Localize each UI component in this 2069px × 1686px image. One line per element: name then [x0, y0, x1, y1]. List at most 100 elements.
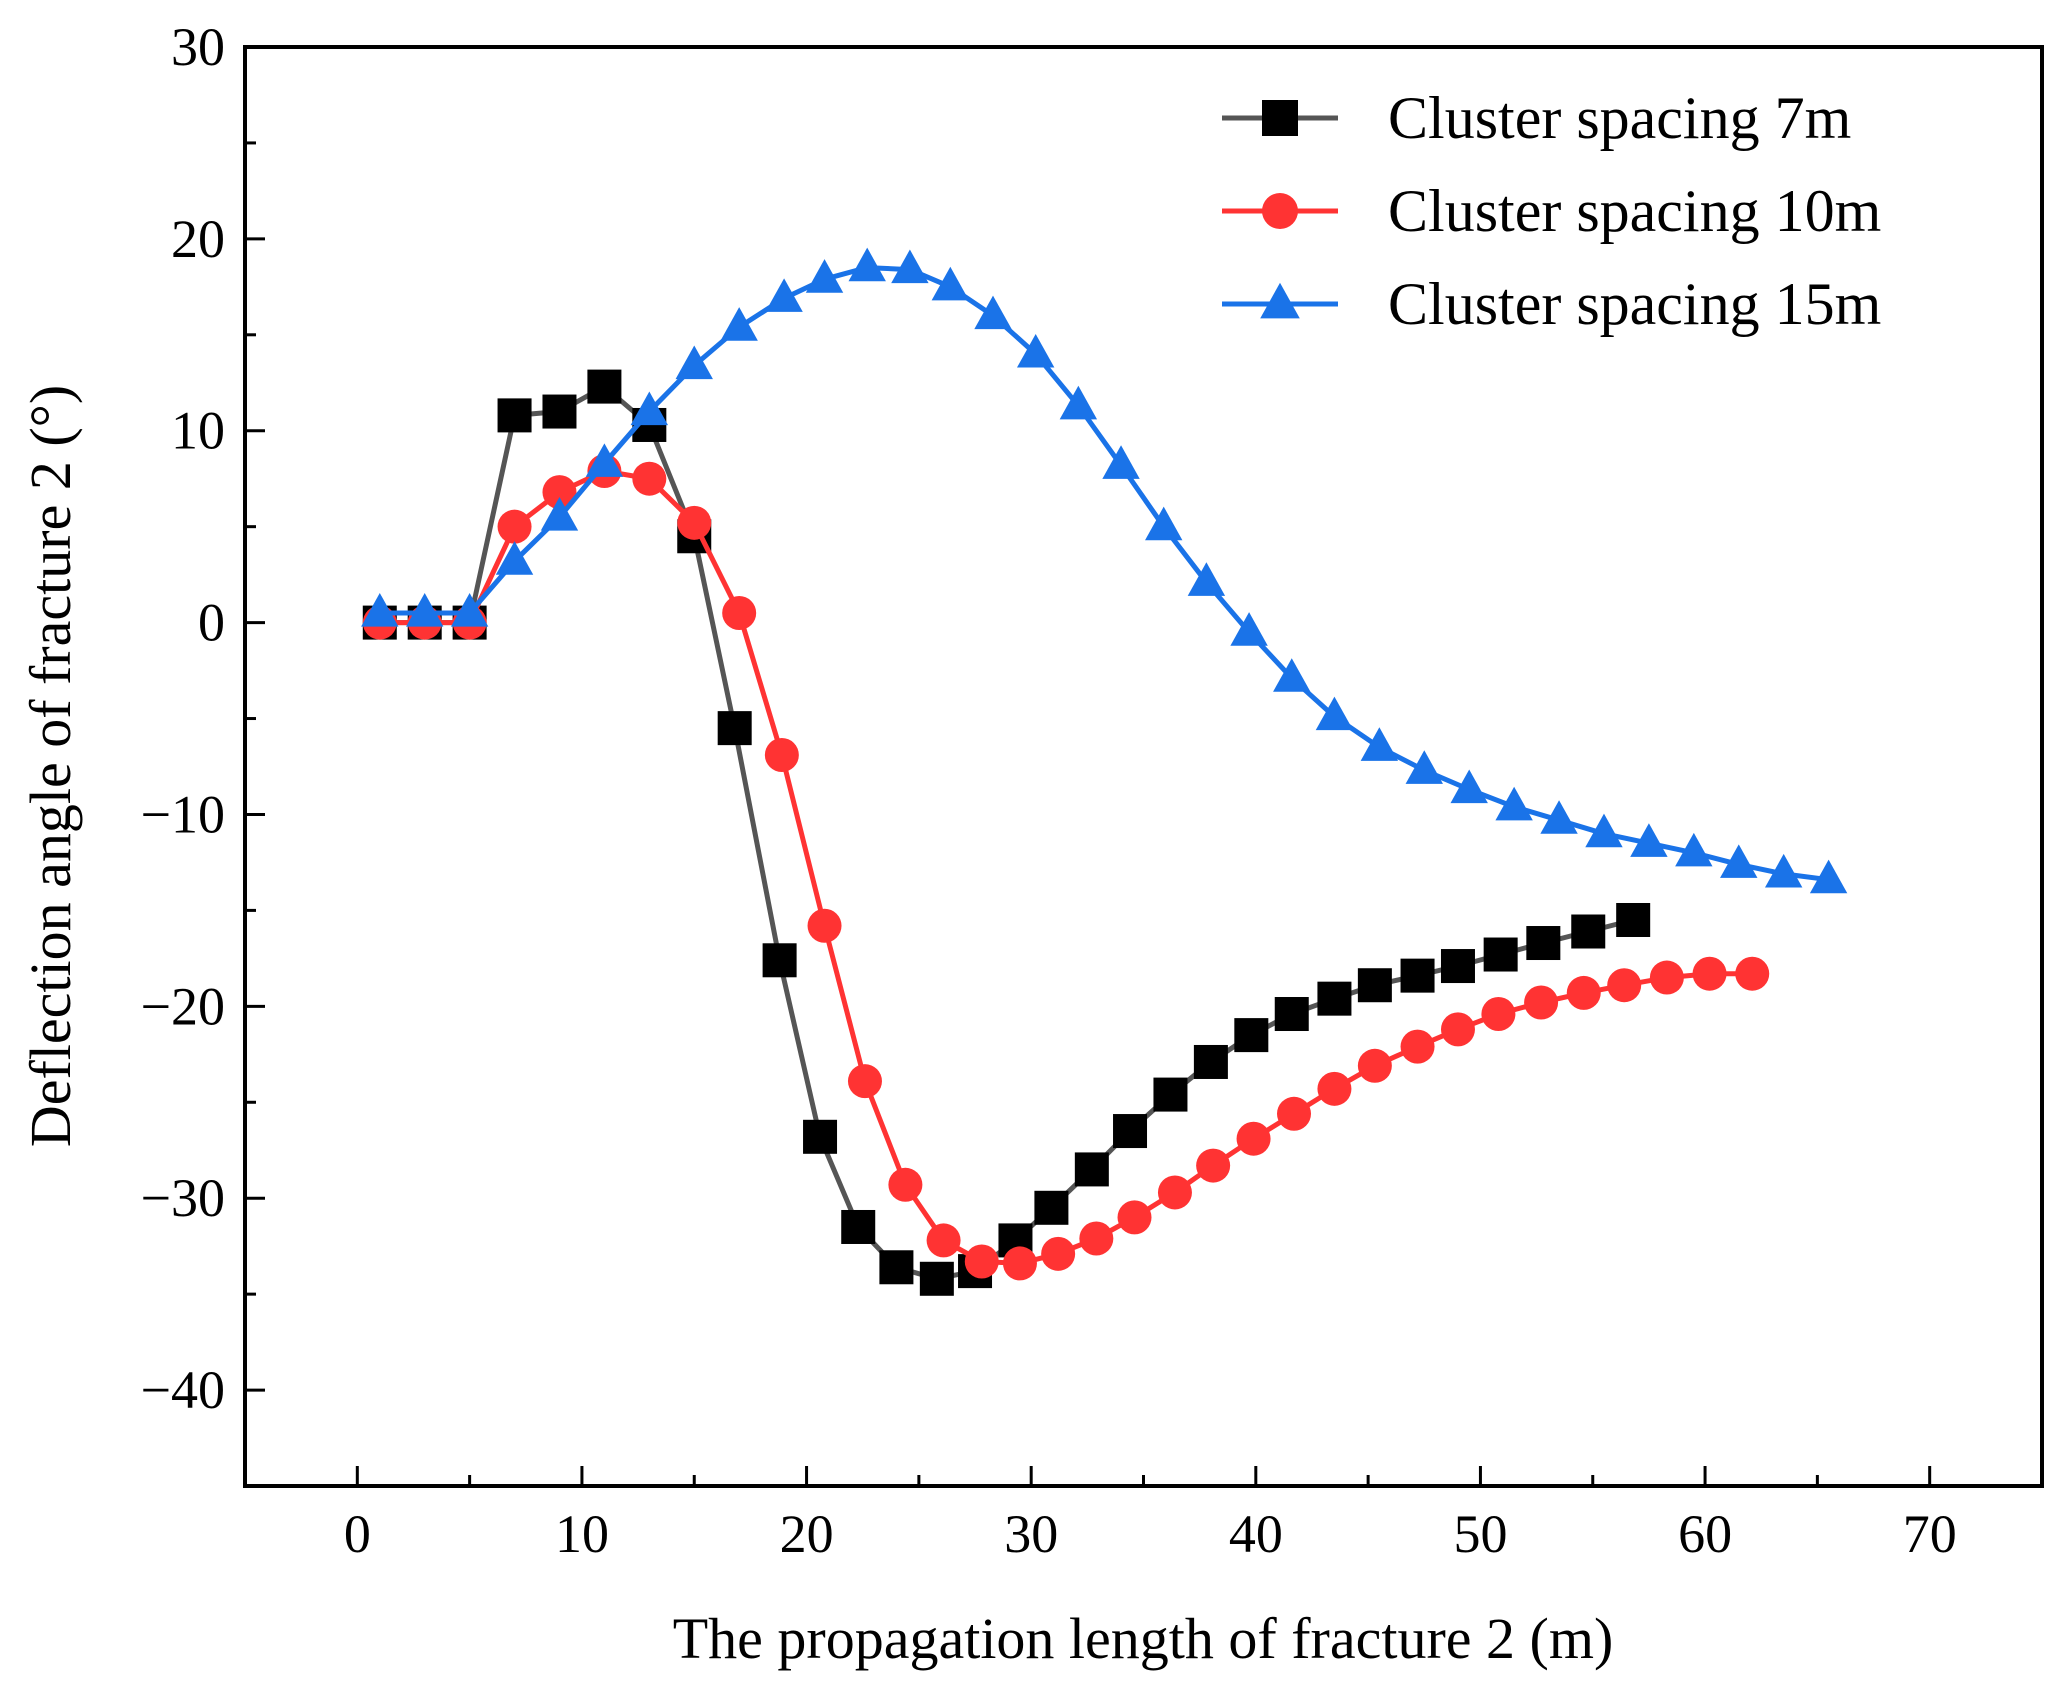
data-point: [765, 278, 803, 312]
data-point: [1234, 1018, 1269, 1053]
data-point: [1357, 1048, 1392, 1083]
x-tick-label: 50: [1453, 1504, 1507, 1564]
data-point: [1400, 1029, 1435, 1064]
legend-item: Cluster spacing 10m: [1222, 178, 1881, 244]
legend-label: Cluster spacing 15m: [1388, 271, 1881, 337]
data-point: [1540, 800, 1578, 834]
data-point: [632, 461, 667, 496]
data-point: [764, 737, 799, 772]
data-point: [847, 1064, 882, 1099]
data-point: [848, 247, 886, 282]
data-point: [587, 369, 622, 404]
data-point: [1113, 1114, 1148, 1149]
data-point: [1483, 937, 1518, 972]
data-point: [1481, 997, 1516, 1032]
data-point: [495, 541, 534, 575]
data-point: [720, 307, 758, 341]
legend-label: Cluster spacing 7m: [1388, 85, 1851, 151]
x-tick-label: 40: [1229, 1504, 1283, 1564]
y-tick-label: 20: [171, 209, 225, 269]
legend-marker: [1260, 282, 1300, 319]
data-point: [1526, 926, 1561, 961]
data-point: [630, 391, 669, 426]
data-point: [1315, 696, 1354, 731]
data-point: [1059, 385, 1098, 420]
x-tick-label: 10: [555, 1504, 609, 1564]
y-tick-label: −40: [141, 1360, 225, 1420]
y-tick-label: 30: [171, 17, 225, 77]
data-point: [1405, 750, 1443, 784]
data-point: [974, 295, 1012, 330]
x-tick-label: 30: [1004, 1504, 1058, 1564]
data-point: [540, 497, 579, 531]
x-tick-label: 20: [780, 1504, 834, 1564]
data-point: [1440, 1012, 1475, 1047]
data-point: [1764, 853, 1803, 888]
data-point: [1273, 658, 1311, 692]
data-point: [1450, 769, 1488, 804]
data-point: [361, 592, 399, 627]
data-point: [1360, 727, 1399, 761]
plot-frame: [243, 45, 2044, 1488]
legend-item: Cluster spacing 7m: [1222, 85, 1851, 151]
data-point: [1400, 958, 1435, 993]
data-point: [1585, 813, 1623, 848]
x-tick-label: 60: [1678, 1504, 1732, 1564]
data-point: [841, 1209, 876, 1244]
y-tick-label: −20: [141, 976, 225, 1036]
x-tick-label: 0: [344, 1504, 371, 1564]
x-tick-label: 70: [1903, 1504, 1957, 1564]
data-point: [1495, 786, 1533, 821]
data-point: [1117, 1200, 1152, 1235]
data-point: [1571, 914, 1606, 949]
series-cluster-spacing-15m: [361, 247, 1848, 894]
data-point: [1630, 823, 1668, 857]
series-line: [379, 468, 1753, 1266]
data-point: [1157, 1175, 1192, 1210]
x-axis-title: The propagation length of fracture 2 (m): [673, 1606, 1614, 1671]
data-point: [1196, 1148, 1231, 1183]
axis-ticks: 0 10 20 30 40 50 60 70 30 20 10 0 −10 −20 −30 −40: [141, 17, 1957, 1564]
series-cluster-spacing-10m: [362, 454, 1770, 1281]
series-line: [379, 265, 1829, 883]
data-point: [1274, 997, 1309, 1032]
data-point: [805, 259, 844, 293]
data-point: [1317, 981, 1352, 1016]
y-tick-label: −10: [141, 784, 225, 844]
data-point: [1524, 985, 1559, 1020]
data-point: [1675, 832, 1713, 867]
data-point: [722, 596, 757, 631]
data-point: [879, 1250, 914, 1285]
data-point: [675, 345, 713, 380]
y-tick-label: 10: [171, 401, 225, 461]
data-point: [542, 475, 577, 510]
data-point: [1102, 445, 1140, 479]
data-point: [1230, 612, 1268, 646]
data-point: [1145, 506, 1183, 541]
y-tick-label: −30: [141, 1168, 225, 1228]
data-point: [1720, 844, 1758, 878]
y-axis-title: Deflection angle of fracture 2 (°): [18, 385, 83, 1147]
data-point: [1002, 1246, 1037, 1281]
data-point: [919, 1261, 954, 1296]
data-point: [1616, 902, 1651, 937]
legend-label: Cluster spacing 10m: [1388, 178, 1881, 244]
data-point: [1079, 1221, 1114, 1256]
data-point: [807, 908, 842, 943]
data-point: [497, 509, 532, 544]
data-point: [1276, 1096, 1311, 1131]
data-point: [964, 1244, 999, 1279]
data-point: [891, 249, 929, 284]
data-point: [888, 1167, 923, 1202]
data-point: [1153, 1077, 1188, 1112]
data-point: [1357, 968, 1392, 1003]
data-point: [1649, 960, 1684, 995]
legend: Cluster spacing 7m Cluster spacing 10m Clu…: [1222, 85, 1881, 337]
data-point: [450, 592, 489, 627]
legend-marker: [1262, 100, 1298, 136]
series-layer: [361, 247, 1848, 1296]
data-point: [931, 266, 970, 301]
data-point: [1809, 859, 1848, 894]
data-point: [1016, 333, 1055, 368]
